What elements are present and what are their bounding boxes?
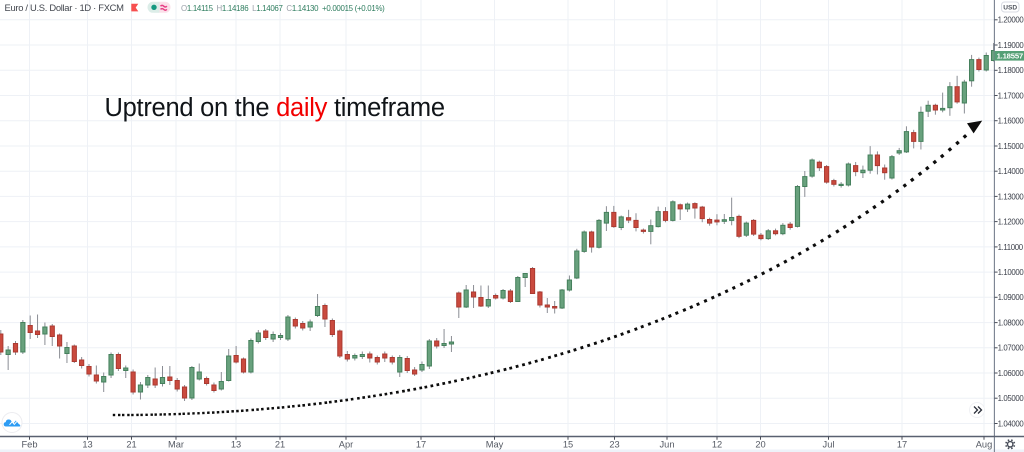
svg-text:1.18000: 1.18000 xyxy=(998,66,1024,75)
svg-text:13: 13 xyxy=(231,440,241,450)
svg-text:1.17000: 1.17000 xyxy=(998,91,1024,100)
svg-text:Jun: Jun xyxy=(660,440,675,450)
svg-text:1.04000: 1.04000 xyxy=(998,419,1024,428)
svg-text:1.12000: 1.12000 xyxy=(998,218,1024,227)
svg-text:Mar: Mar xyxy=(168,440,184,450)
svg-text:Apr: Apr xyxy=(339,440,353,450)
svg-text:12: 12 xyxy=(712,440,722,450)
svg-text:13: 13 xyxy=(82,440,92,450)
svg-text:Uptrend on the daily timeframe: Uptrend on the daily timeframe xyxy=(105,94,445,122)
svg-text:USD: USD xyxy=(1003,5,1017,12)
svg-text:1.11000: 1.11000 xyxy=(998,243,1024,252)
svg-text:O1.14115 H1.14186 L1.14067: O1.14115 H1.14186 L1.14067 C1.14130 +0.0… xyxy=(181,4,385,13)
svg-text:1.06000: 1.06000 xyxy=(998,369,1024,378)
svg-text:Feb: Feb xyxy=(21,440,37,450)
svg-text:1.15000: 1.15000 xyxy=(998,142,1024,151)
svg-text:23: 23 xyxy=(609,440,619,450)
svg-text:1.09000: 1.09000 xyxy=(998,293,1024,302)
svg-text:1.07000: 1.07000 xyxy=(998,344,1024,353)
svg-text:Jul: Jul xyxy=(823,440,835,450)
svg-text:1.10000: 1.10000 xyxy=(998,268,1024,277)
svg-text:21: 21 xyxy=(275,440,285,450)
svg-text:1.14000: 1.14000 xyxy=(998,167,1024,176)
svg-text:1.05000: 1.05000 xyxy=(998,394,1024,403)
svg-text:Euro / U.S. Dollar · 1D · FXCM: Euro / U.S. Dollar · 1D · FXCM xyxy=(5,2,125,13)
svg-text:May: May xyxy=(486,440,504,450)
svg-text:15: 15 xyxy=(563,440,573,450)
svg-text:Aug: Aug xyxy=(976,440,993,450)
svg-text:21: 21 xyxy=(126,440,136,450)
svg-text:1.18557: 1.18557 xyxy=(997,52,1023,61)
svg-text:20: 20 xyxy=(755,440,765,450)
svg-text:1.16000: 1.16000 xyxy=(998,117,1024,126)
svg-text:1.08000: 1.08000 xyxy=(998,319,1024,328)
svg-text:1.20000: 1.20000 xyxy=(998,16,1024,25)
svg-text:17: 17 xyxy=(416,440,426,450)
svg-text:1.19000: 1.19000 xyxy=(998,41,1024,50)
svg-text:1.13000: 1.13000 xyxy=(998,192,1024,201)
svg-text:17: 17 xyxy=(897,440,907,450)
